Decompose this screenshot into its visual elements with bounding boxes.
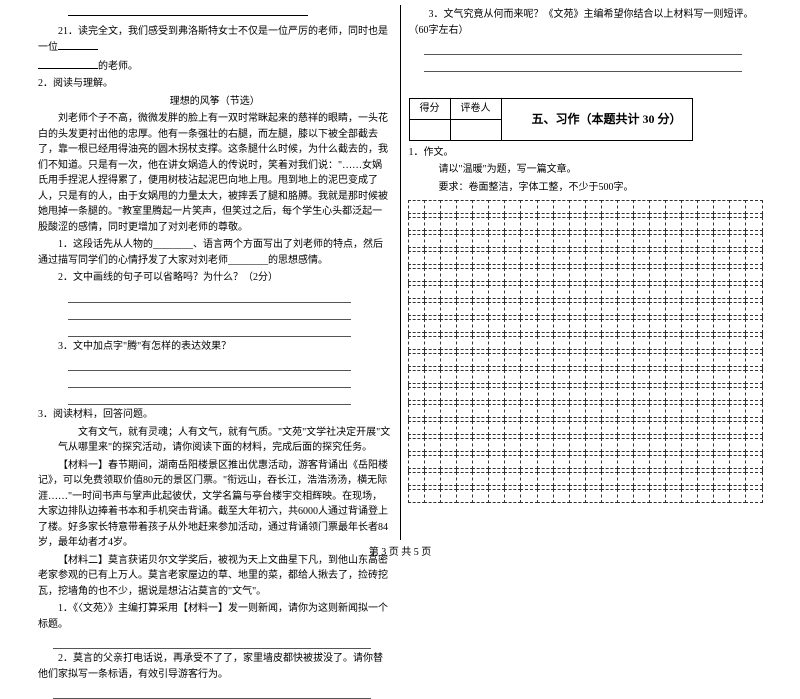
grader-label: 评卷人 [450,99,501,120]
score-label: 得分 [409,99,450,120]
comp1: 1．作文。 [409,145,763,161]
answer-line [53,634,371,649]
answer-line [424,57,742,72]
answer-line [424,40,742,55]
q21: 21．读完全文，我们感受到弗洛斯特女士不仅是一位严厉的老师，同时也是一位 [38,24,392,56]
answer-line [68,356,351,371]
section5-title: 五、习作（本题共计 30 分） [501,99,692,141]
mat-intro: 文有文气，就有灵魂；人有文气，就有气质。"文苑"文学社决定开展"文气从哪里来"的… [58,425,392,456]
mq1: 1．《〈文苑〉》主编打算采用【材料一】发一则新闻，请你为这则新闻拟一个标题。 [38,601,392,632]
left-column: 21．读完全文，我们感受到弗洛斯特女士不仅是一位严厉的老师，同时也是一位 的老师… [30,5,401,540]
answer-line [68,373,351,388]
q1: 1．这段话先从人物的________、语言两个方面写出了刘老师的特点，然后通过描… [38,237,392,268]
blank-line [68,5,308,16]
answer-line [68,305,351,320]
item3: 3．阅读材料，回答问题。 [38,407,392,423]
mq2: 2．莫言的父亲打电话说，再承受不了了，家里墙皮都快被拔没了。请你替他们家拟写一条… [38,651,392,682]
passage: 刘老师个子不高，微微发胖的脸上有一双时常眯起来的慈祥的眼睛，一头花白的头发更衬出… [38,111,392,235]
material2: 【材料二】莫言获诺贝尔文学奖后，被视为天上文曲星下凡，到他山东高密老家参观的已有… [38,553,392,600]
score-box: 得分 评卷人 五、习作（本题共计 30 分） [409,98,693,141]
mq3: 3．文气究竟从何而来呢？《文苑》主编希望你结合以上材料写一则短评。（60字左右） [409,7,763,38]
answer-line [53,684,371,699]
q3: 3．文中加点字"腾"有怎样的表达效果？ [38,339,392,355]
composition-grid [409,200,763,502]
answer-line [68,322,351,337]
comp-prompt: 请以"温暖"为题，写一篇文章。 [439,162,763,178]
passage-title: 理想的风筝（节选） [38,94,392,110]
right-column: 3．文气究竟从何而来呢？《文苑》主编希望你结合以上材料写一则短评。（60字左右）… [401,5,771,540]
material1: 【材料一】春节期间，湖南岳阳楼景区推出优惠活动，游客背诵出《岳阳楼记》，可以免费… [38,458,392,551]
q2: 2．文中画线的句子可以省略吗？为什么？（2分） [38,270,392,286]
answer-line [68,390,351,405]
q21-tail: 的老师。 [98,61,138,72]
answer-line [68,288,351,303]
item2: 2．阅读与理解。 [38,76,392,92]
comp-req: 要求：卷面整洁，字体工整，不少于500字。 [439,180,763,196]
